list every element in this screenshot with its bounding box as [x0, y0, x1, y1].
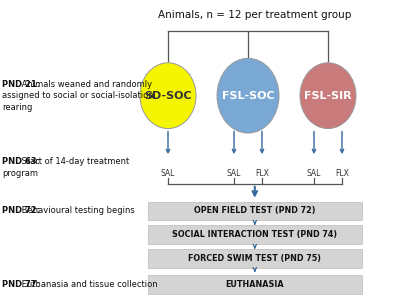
- FancyBboxPatch shape: [148, 275, 362, 294]
- Text: Animals weaned and randomly: Animals weaned and randomly: [19, 80, 152, 89]
- Text: FORCED SWIM TEST (PND 75): FORCED SWIM TEST (PND 75): [188, 254, 321, 263]
- Text: SAL: SAL: [307, 169, 321, 178]
- Text: FSL-SOC: FSL-SOC: [222, 91, 274, 101]
- Text: SOCIAL INTERACTION TEST (PND 74): SOCIAL INTERACTION TEST (PND 74): [172, 230, 337, 239]
- Text: PND 21:: PND 21:: [2, 80, 40, 89]
- Text: program: program: [2, 169, 38, 178]
- Ellipse shape: [217, 58, 279, 133]
- Text: Behavioural testing begins: Behavioural testing begins: [19, 206, 135, 215]
- Text: FSL-SIR: FSL-SIR: [304, 91, 352, 101]
- Text: FLX: FLX: [255, 169, 269, 178]
- Text: Euthanasia and tissue collection: Euthanasia and tissue collection: [19, 280, 158, 289]
- Text: OPEN FIELD TEST (PND 72): OPEN FIELD TEST (PND 72): [194, 206, 316, 215]
- FancyBboxPatch shape: [148, 249, 362, 268]
- Text: Animals, n = 12 per treatment group: Animals, n = 12 per treatment group: [158, 10, 352, 20]
- Text: PND 63:: PND 63:: [2, 157, 40, 166]
- FancyBboxPatch shape: [148, 225, 362, 244]
- FancyBboxPatch shape: [148, 202, 362, 220]
- Text: PND 72:: PND 72:: [2, 206, 40, 215]
- Text: PND 77:: PND 77:: [2, 280, 40, 289]
- Text: SAL: SAL: [227, 169, 241, 178]
- Text: SAL: SAL: [161, 169, 175, 178]
- Text: FLX: FLX: [335, 169, 349, 178]
- Text: assigned to social or social-isolation: assigned to social or social-isolation: [2, 91, 154, 100]
- Text: Start of 14-day treatment: Start of 14-day treatment: [19, 157, 130, 166]
- Text: rearing: rearing: [2, 103, 32, 112]
- Ellipse shape: [140, 63, 196, 129]
- Ellipse shape: [300, 63, 356, 129]
- Text: EUTHANASIA: EUTHANASIA: [226, 280, 284, 289]
- Text: SD-SOC: SD-SOC: [144, 91, 192, 101]
